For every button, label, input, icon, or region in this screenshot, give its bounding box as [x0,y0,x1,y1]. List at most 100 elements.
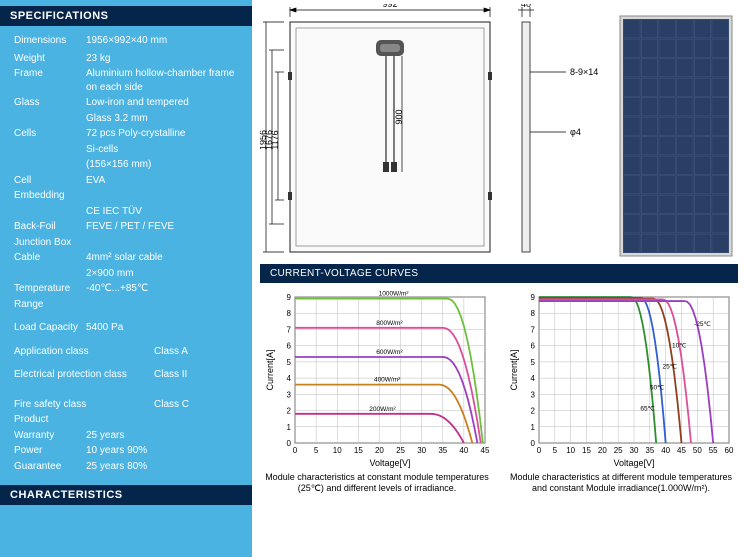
svg-text:20: 20 [375,446,384,455]
spec-label: Cell [14,174,86,188]
spec-label: Range [14,298,86,312]
spec-row: Cells72 pcs Poly-crystalline [14,127,244,141]
svg-text:Current[A]: Current[A] [265,349,275,390]
spec-value: Class A [154,345,214,359]
spec-row: Electrical protection classClass II [14,368,244,382]
spec-value: Low-iron and tempered [86,96,244,110]
chart1-caption: Module characteristics at constant modul… [262,472,492,495]
right-panel: 992 1956 1676 1176 [252,0,744,557]
spec-label: Weight [14,52,86,66]
spec-row: Dimensions1956×992×40 mm [14,34,244,48]
svg-text:0: 0 [531,439,536,448]
spec-value: 1956×992×40 mm [86,34,244,48]
svg-text:600W/m²: 600W/m² [376,349,403,356]
spec-row: Weight23 kg [14,52,244,66]
spec-label: Product [14,413,86,427]
spec-label: Frame [14,67,86,94]
spec-label: Load Capacity [14,321,86,335]
spec-label: Cable [14,251,86,265]
spec-label: Power [14,444,86,458]
svg-text:992: 992 [382,4,397,9]
spec-panel: SPECIFICATIONS Dimensions1956×992×40 mm W… [0,0,252,557]
spec-row: Range [14,298,244,312]
spec-label [14,158,86,172]
spec-row: (156×156 mm) [14,158,244,172]
spec-label [14,205,86,219]
svg-text:45: 45 [481,446,490,455]
svg-text:9: 9 [287,293,292,302]
spec-row: Si-cells [14,143,244,157]
svg-text:φ4: φ4 [570,127,581,137]
spec-label: Cells [14,127,86,141]
svg-text:Voltage[V]: Voltage[V] [613,458,654,468]
svg-text:7: 7 [531,325,536,334]
svg-text:45: 45 [677,446,686,455]
spec-label: Embedding [14,189,86,203]
spec-row: Cable4mm² solar cable [14,251,244,265]
svg-text:35: 35 [438,446,447,455]
svg-text:4: 4 [287,374,292,383]
spec-value: (156×156 mm) [86,158,244,172]
spec-row: Load Capacity5400 Pa [14,321,244,335]
svg-text:8: 8 [287,309,292,318]
svg-text:50: 50 [693,446,702,455]
spec-value: 72 pcs Poly-crystalline [86,127,244,141]
svg-text:0: 0 [287,439,292,448]
svg-text:200W/m²: 200W/m² [369,406,396,413]
chart-irradiance: 0510152025303540450123456789Voltage[V]Cu… [262,289,492,495]
specs-heading: SPECIFICATIONS [0,6,252,26]
tech-drawings: 992 1956 1676 1176 [260,4,738,262]
svg-text:60: 60 [725,446,734,455]
spec-label: Guarantee [14,460,86,474]
svg-text:7: 7 [287,325,292,334]
spec-row: Product [14,413,244,427]
spec-label: Application class [14,345,154,359]
spec-row: Temperature-40℃...+85℃ [14,282,244,296]
spec-row: CE IEC TÜV [14,205,244,219]
svg-text:8: 8 [531,309,536,318]
spec-value: 10 years 90% [86,444,244,458]
svg-text:30: 30 [417,446,426,455]
spec-label [14,143,86,157]
svg-text:55: 55 [709,446,718,455]
svg-text:1: 1 [531,423,536,432]
svg-text:2: 2 [287,407,292,416]
svg-text:9: 9 [531,293,536,302]
svg-text:0: 0 [293,446,298,455]
spec-row: 2×900 mm [14,267,244,281]
spec-label: Back-Foil [14,220,86,234]
panel-photo [620,16,732,256]
svg-text:3: 3 [287,390,292,399]
spec-label: Junction Box [14,236,86,250]
svg-text:15: 15 [354,446,363,455]
svg-text:50℃: 50℃ [650,384,665,391]
svg-text:40: 40 [661,446,670,455]
svg-text:900: 900 [394,109,404,124]
spec-value [86,236,244,250]
spec-row: Warranty25 years [14,429,244,443]
spec-label: Glass [14,96,86,110]
spec-value [86,189,244,203]
svg-text:2: 2 [531,407,536,416]
drawing-svg: 992 1956 1676 1176 [260,4,736,262]
spec-value: 23 kg [86,52,244,66]
svg-text:4: 4 [531,374,536,383]
svg-text:25: 25 [396,446,405,455]
svg-text:5: 5 [314,446,319,455]
svg-text:6: 6 [287,342,292,351]
svg-text:8-9×14: 8-9×14 [570,67,598,77]
svg-text:Current[A]: Current[A] [509,349,519,390]
curves-heading: CURRENT-VOLTAGE CURVES [260,264,738,283]
svg-text:Voltage[V]: Voltage[V] [369,458,410,468]
spec-list: Dimensions1956×992×40 mm Weight23 kgFrame… [0,34,252,473]
chart-temperature: 0510152025303540455055600123456789Voltag… [506,289,736,495]
spec-value: Si-cells [86,143,244,157]
spec-label: Warranty [14,429,86,443]
spec-label: Temperature [14,282,86,296]
svg-text:35: 35 [645,446,654,455]
spec-row: Back-FoilFEVE / PET / FEVE [14,220,244,234]
spec-row: Embedding [14,189,244,203]
spec-value [86,298,244,312]
svg-text:30: 30 [630,446,639,455]
spec-value [86,413,244,427]
